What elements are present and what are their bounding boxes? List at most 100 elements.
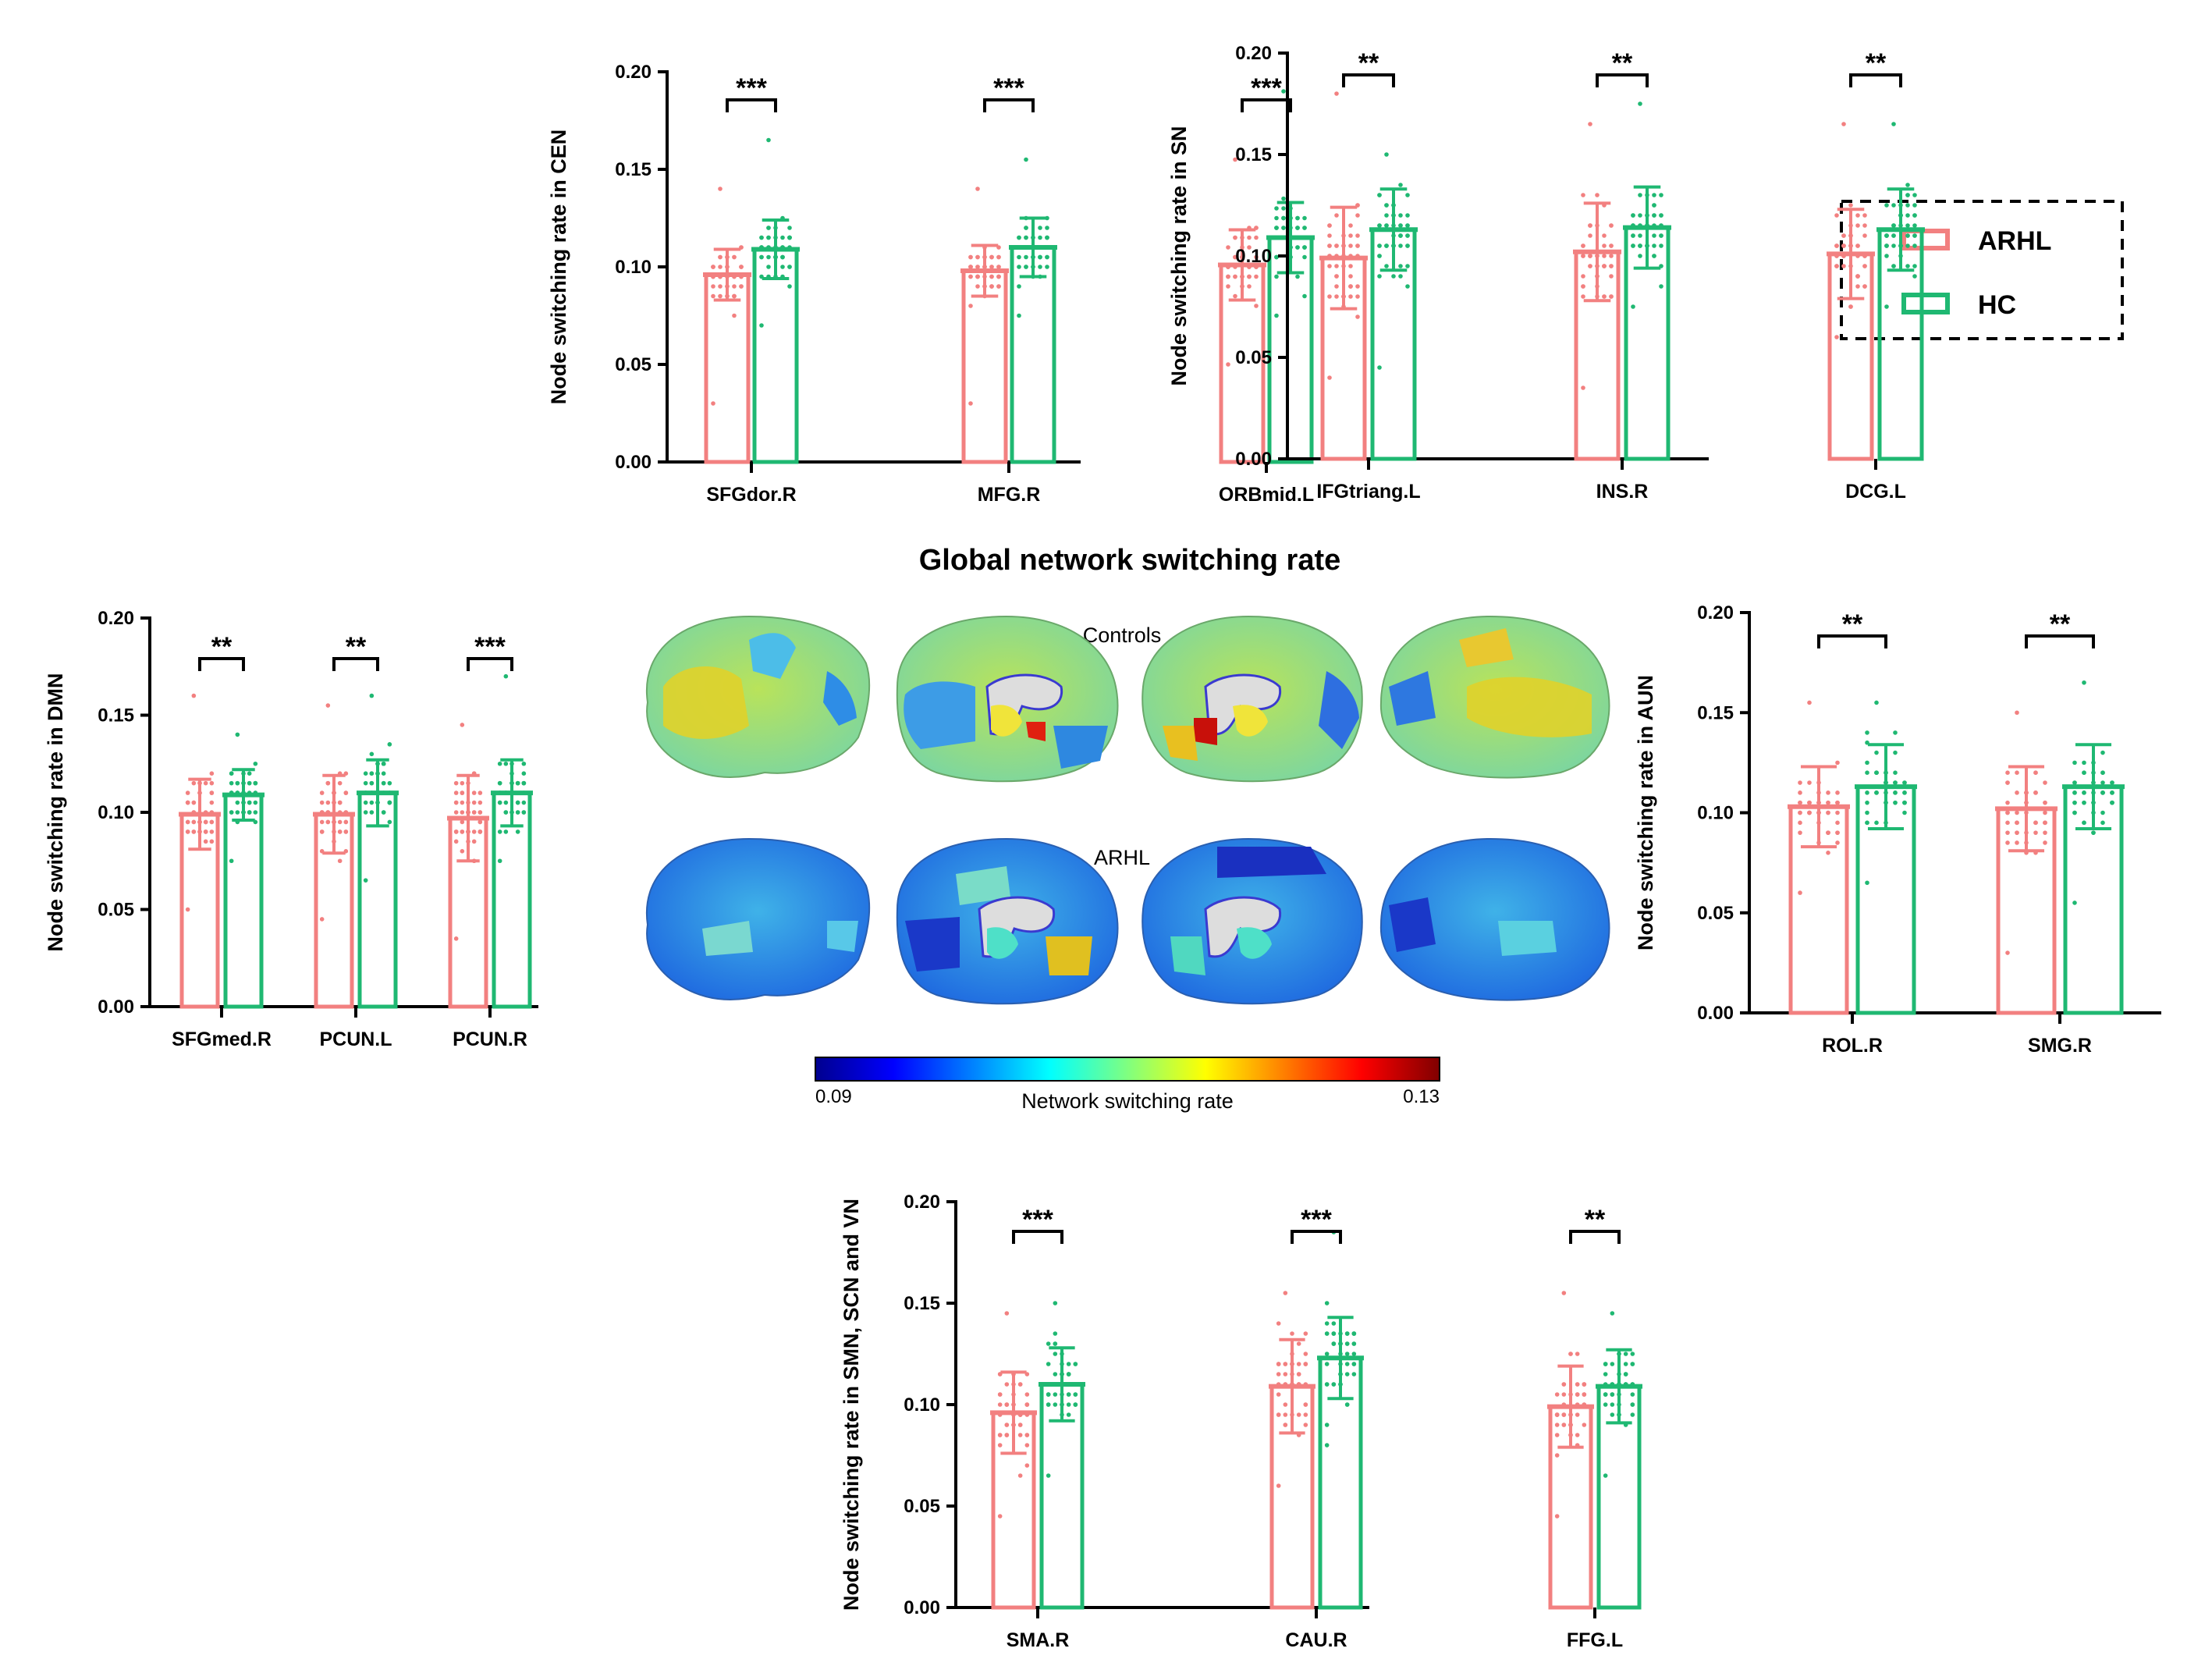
data-point <box>1046 1473 1051 1478</box>
data-point <box>1024 1402 1030 1407</box>
data-point <box>363 810 368 815</box>
data-point <box>1798 780 1802 785</box>
data-point <box>471 800 477 805</box>
data-point <box>711 284 715 289</box>
data-point <box>2015 820 2019 826</box>
data-point <box>1254 274 1259 279</box>
data-point <box>369 693 375 698</box>
data-point <box>503 800 509 805</box>
significance-stars: *** <box>1251 73 1282 103</box>
bar-cen-SFGdor.R-HC <box>752 247 799 464</box>
data-point <box>1807 800 1812 805</box>
data-point <box>1554 1514 1560 1519</box>
data-point <box>766 137 771 143</box>
data-point <box>1344 1362 1350 1366</box>
data-point <box>1073 1392 1078 1397</box>
data-point <box>1295 226 1300 230</box>
data-point <box>1659 193 1663 197</box>
data-point <box>997 1443 1003 1448</box>
data-point <box>1561 1291 1567 1295</box>
significance-bracket <box>467 657 513 671</box>
data-point <box>387 780 392 786</box>
data-point <box>1334 264 1339 268</box>
data-point <box>2082 800 2086 805</box>
data-point <box>1905 233 1910 238</box>
data-point <box>1038 254 1042 260</box>
data-point <box>1355 284 1360 289</box>
data-point <box>1595 193 1600 197</box>
data-point <box>2005 800 2010 805</box>
data-point <box>1327 294 1332 299</box>
data-point <box>369 751 375 757</box>
data-point <box>1798 790 1802 795</box>
data-point <box>1893 770 1898 775</box>
data-point <box>2100 750 2105 755</box>
y-tick-label: 0.05 <box>615 354 652 375</box>
data-point <box>460 849 465 854</box>
data-point <box>1327 264 1332 268</box>
data-point <box>1281 215 1286 221</box>
y-tick-label: 0.10 <box>1697 803 1734 824</box>
data-point <box>209 839 215 844</box>
data-point <box>759 254 764 260</box>
data-point <box>1855 274 1860 279</box>
data-point <box>1893 730 1898 735</box>
data-point <box>1638 193 1642 197</box>
data-point <box>718 187 723 191</box>
significance-bracket <box>1849 73 1902 87</box>
significance-bracket <box>1012 1230 1063 1244</box>
data-point <box>1893 800 1898 805</box>
data-point <box>1254 304 1259 308</box>
data-point <box>1384 223 1389 228</box>
data-point <box>1554 1412 1560 1417</box>
data-point <box>1865 800 1869 805</box>
data-point <box>1905 193 1910 197</box>
brain-controls-medial-left <box>896 615 1119 783</box>
data-point <box>515 780 520 786</box>
data-point <box>1862 213 1867 218</box>
data-point <box>1334 284 1339 289</box>
data-point <box>1276 1412 1281 1417</box>
data-point <box>337 830 343 834</box>
data-point <box>1303 1331 1308 1336</box>
data-point <box>1891 264 1896 268</box>
data-point <box>1276 1321 1281 1326</box>
data-point <box>1603 1392 1608 1397</box>
data-point <box>1405 243 1410 248</box>
data-point <box>253 761 258 766</box>
data-point <box>1024 265 1028 269</box>
data-point <box>2005 780 2010 785</box>
data-point <box>1276 1372 1281 1377</box>
y-tick-label: 0.10 <box>615 257 652 278</box>
data-point <box>1066 1402 1071 1407</box>
brain-controls-lateral-right <box>1379 615 1610 779</box>
figure-title: Global network switching rate <box>919 544 1341 577</box>
data-point <box>1874 770 1879 775</box>
x-category-label: SMG.R <box>2028 1035 2092 1057</box>
data-point <box>1575 1392 1580 1397</box>
data-point <box>1398 274 1403 279</box>
data-point <box>780 254 785 260</box>
data-point <box>191 693 197 698</box>
data-point <box>1066 1372 1071 1377</box>
data-point <box>2043 780 2047 785</box>
data-point <box>1841 122 1846 126</box>
data-point <box>1588 233 1592 238</box>
data-point <box>319 830 325 834</box>
significance-stars: ** <box>211 632 233 662</box>
data-point <box>1348 243 1353 248</box>
data-point <box>2033 820 2038 826</box>
data-point <box>1588 254 1592 258</box>
data-point <box>1609 223 1614 228</box>
chart-smn: 0.00 0.05 0.10 0.15 0.20 Node switching rate … <box>840 1192 1642 1651</box>
data-point <box>1344 1352 1350 1356</box>
data-point <box>1874 700 1879 705</box>
data-point <box>369 800 375 805</box>
data-point <box>1295 215 1300 221</box>
data-point <box>497 761 502 766</box>
data-point <box>1254 235 1259 240</box>
data-point <box>209 830 215 834</box>
data-point <box>2043 840 2047 845</box>
y-tick-label: 0.05 <box>1697 903 1734 924</box>
data-point <box>1296 1372 1301 1377</box>
